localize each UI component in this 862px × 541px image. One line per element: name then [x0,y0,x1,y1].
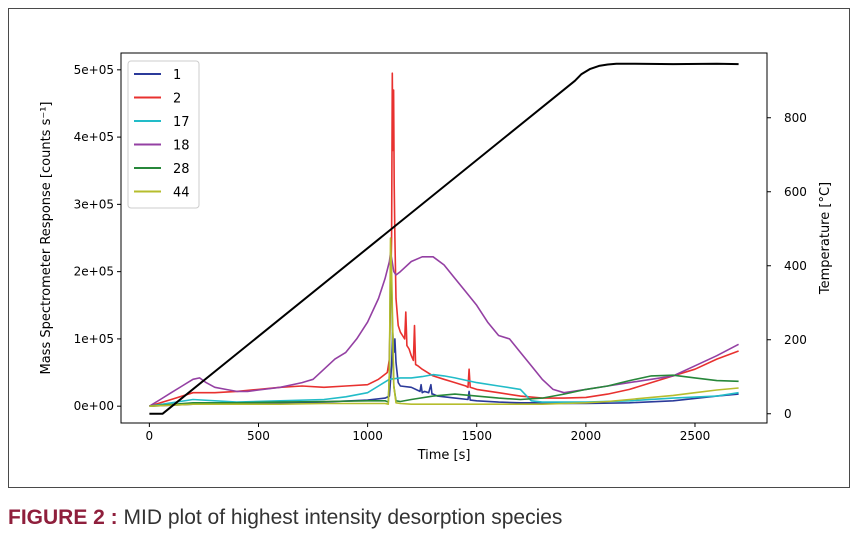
legend-label-18: 18 [173,139,190,154]
y2-tick-label-400: 400 [784,259,807,273]
y2-tick-label-0: 0 [784,407,792,421]
y2-axis-label: Temperature [°C] [818,182,833,295]
legend-label-2: 2 [173,92,181,107]
y-tick-label-0: 0e+00 [74,399,114,413]
series-line-17 [149,373,739,407]
x-tick-label-2500: 2500 [680,429,711,443]
series-line-temperature [149,62,739,415]
y-tick-label-100000: 1e+05 [74,332,114,346]
mid-line-chart: 0 500 1000 1500 2000 25000e+001e+052e+053e+05… [39,52,833,463]
x-tick-label-1500: 1500 [461,429,492,443]
x-axis-label: Time [s] [417,448,471,463]
x-tick-label-0: 0 [146,429,154,443]
y-tick-label-400000: 4e+05 [74,130,114,144]
figure-caption: FIGURE 2 : MID plot of highest intensity… [8,506,562,530]
y-tick-label-500000: 5e+05 [74,63,114,77]
x-tick-label-500: 500 [247,429,270,443]
legend-label-17: 17 [173,115,190,130]
plot-border [120,52,768,424]
legend-label-1: 1 [173,68,181,83]
series-line-44 [149,237,739,407]
caption-label: FIGURE 2 : [8,506,118,529]
legend-label-44: 44 [173,186,190,201]
y-tick-label-300000: 3e+05 [74,197,114,211]
series-line-28 [149,257,739,407]
y-axis-label: Mass Spectrometer Response [counts s⁻¹] [39,102,54,375]
plot-area [121,53,767,423]
series-line-1 [149,331,739,407]
y2-tick-label-800: 800 [784,111,807,125]
y-tick-label-200000: 2e+05 [74,265,114,279]
x-tick-label-1000: 1000 [352,429,383,443]
legend-label-28: 28 [173,162,190,177]
caption-text: MID plot of highest intensity desorption… [123,506,563,529]
x-tick-label-2000: 2000 [571,429,602,443]
series-line-18 [148,252,739,407]
y2-tick-label-200: 200 [784,333,807,347]
y2-tick-label-600: 600 [784,185,807,199]
